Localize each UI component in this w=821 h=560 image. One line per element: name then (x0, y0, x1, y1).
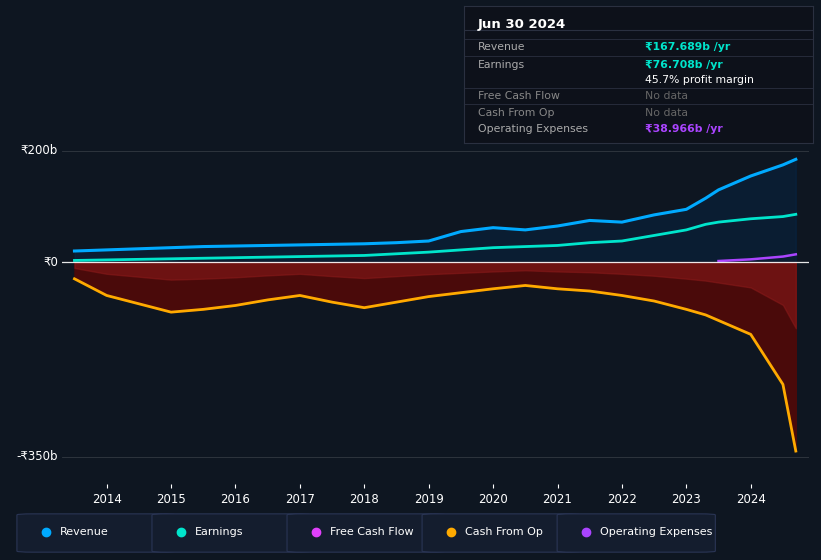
Text: Earnings: Earnings (195, 527, 244, 537)
FancyBboxPatch shape (152, 514, 310, 552)
Text: ₹0: ₹0 (43, 255, 57, 269)
Text: Revenue: Revenue (60, 527, 109, 537)
FancyBboxPatch shape (422, 514, 580, 552)
Text: Earnings: Earnings (478, 59, 525, 69)
FancyBboxPatch shape (287, 514, 445, 552)
Text: -₹350b: -₹350b (16, 450, 57, 463)
Text: No data: No data (645, 91, 688, 101)
FancyBboxPatch shape (557, 514, 715, 552)
Text: ₹200b: ₹200b (21, 144, 57, 157)
Text: ₹76.708b /yr: ₹76.708b /yr (645, 59, 723, 69)
Text: ₹167.689b /yr: ₹167.689b /yr (645, 42, 731, 52)
Text: Operating Expenses: Operating Expenses (478, 124, 588, 134)
Text: 45.7% profit margin: 45.7% profit margin (645, 74, 754, 85)
Text: Free Cash Flow: Free Cash Flow (330, 527, 414, 537)
Text: No data: No data (645, 108, 688, 118)
Text: Revenue: Revenue (478, 42, 525, 52)
Text: ₹38.966b /yr: ₹38.966b /yr (645, 124, 723, 134)
Text: Jun 30 2024: Jun 30 2024 (478, 18, 566, 31)
FancyBboxPatch shape (17, 514, 175, 552)
Text: Operating Expenses: Operating Expenses (600, 527, 713, 537)
Text: Free Cash Flow: Free Cash Flow (478, 91, 560, 101)
Text: Cash From Op: Cash From Op (466, 527, 544, 537)
Text: Cash From Op: Cash From Op (478, 108, 554, 118)
